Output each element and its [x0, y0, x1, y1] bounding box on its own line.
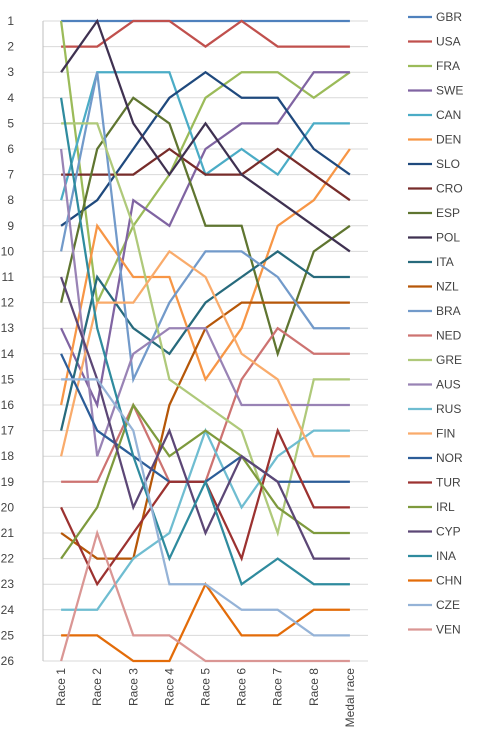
- legend-label-bra: BRA: [436, 304, 461, 318]
- legend-label-cze: CZE: [436, 598, 460, 612]
- y-tick-label: 11: [2, 270, 15, 284]
- legend-label-esp: ESP: [436, 206, 460, 220]
- legend-label-can: CAN: [436, 108, 461, 122]
- legend-label-usa: USA: [436, 35, 461, 49]
- x-axis: Race 1 Race 2 Race 3 Race 4 Race 5 Race 6 Race…: [54, 668, 357, 728]
- y-tick-label: 7: [7, 168, 14, 182]
- legend-label-chn: CHN: [436, 574, 462, 588]
- series-line-swe: [60, 71, 350, 409]
- legend-label-ven: VEN: [436, 623, 461, 637]
- gridlines: [43, 20, 368, 662]
- x-tick-label: Race 2: [90, 668, 104, 706]
- legend-label-irl: IRL: [436, 500, 455, 514]
- y-tick-label: 14: [1, 347, 15, 361]
- series-line-nor: [60, 353, 350, 483]
- series-line-bra: [59, 71, 350, 384]
- legend-label-ita: ITA: [436, 255, 454, 269]
- series-line-chn: [61, 581, 350, 663]
- legend-label-ina: INA: [436, 549, 456, 563]
- legend-label-tur: TUR: [436, 476, 461, 490]
- x-tick-label: Race 4: [162, 668, 176, 706]
- x-tick-label: Race 6: [235, 668, 249, 706]
- legend-label-den: DEN: [436, 133, 461, 147]
- legend-label-nor: NOR: [436, 451, 463, 465]
- y-tick-label: 4: [7, 91, 14, 105]
- y-tick-label: 15: [1, 372, 15, 386]
- series-line-cze: [61, 378, 350, 637]
- y-tick-label: 22: [1, 552, 15, 566]
- legend-label-swe: SWE: [436, 84, 463, 98]
- x-tick-label: Race 5: [199, 668, 213, 706]
- x-tick-label: Race 7: [271, 668, 285, 706]
- y-tick-label: 19: [1, 475, 15, 489]
- y-tick-label: 6: [7, 142, 14, 156]
- y-tick-label: 3: [7, 65, 14, 79]
- x-tick-label: Medal race: [343, 668, 357, 728]
- y-tick-label: 13: [1, 321, 15, 335]
- y-tick-label: 17: [1, 424, 15, 438]
- series-line-fin: [60, 249, 350, 458]
- series-line-fra: [59, 20, 351, 307]
- y-axis: 1234567891011121314151617181920212223242…: [1, 14, 44, 668]
- series-line-usa: [61, 19, 350, 48]
- legend-label-gre: GRE: [436, 353, 462, 367]
- legend-label-fra: FRA: [436, 59, 460, 73]
- y-tick-label: 20: [1, 500, 15, 514]
- legend-label-fin: FIN: [436, 427, 455, 441]
- series-line-pol: [60, 18, 351, 253]
- series-line-cyp: [60, 276, 350, 560]
- x-tick-label: Race 1: [54, 668, 68, 706]
- legend-label-rus: RUS: [436, 402, 461, 416]
- y-tick-label: 5: [7, 116, 14, 130]
- legend-label-slo: SLO: [436, 157, 460, 171]
- y-tick-label: 21: [1, 526, 15, 540]
- y-tick-label: 10: [1, 244, 15, 258]
- y-tick-label: 2: [7, 40, 14, 54]
- legend-label-aus: AUS: [436, 378, 461, 392]
- y-tick-label: 12: [1, 296, 15, 310]
- y-tick-label: 1: [7, 14, 14, 28]
- legend-label-cyp: CYP: [436, 525, 461, 539]
- y-tick-label: 8: [7, 193, 14, 207]
- y-tick-label: 24: [1, 603, 15, 617]
- legend-label-nzl: NZL: [436, 280, 459, 294]
- legend-label-gbr: GBR: [436, 10, 462, 24]
- legend-label-pol: POL: [436, 231, 460, 245]
- y-tick-label: 18: [1, 449, 15, 463]
- series-line-den: [59, 148, 351, 406]
- legend-label-ned: NED: [436, 329, 462, 343]
- series-line-esp: [60, 96, 351, 358]
- series-lines: [59, 18, 351, 663]
- x-tick-label: Race 8: [307, 668, 321, 706]
- y-tick-label: 9: [7, 219, 14, 233]
- series-line-ina: [59, 97, 350, 586]
- y-tick-label: 16: [1, 398, 15, 412]
- y-tick-label: 23: [1, 577, 15, 591]
- series-line-ven: [60, 529, 350, 663]
- legend: GBR USA FRA SWE CAN DEN SLO CRO ESP POL ITA NZL BRA N…: [408, 10, 463, 637]
- y-tick-label: 26: [1, 654, 15, 668]
- x-tick-label: Race 3: [126, 668, 140, 706]
- series-line-ita: [60, 250, 350, 431]
- legend-label-cro: CRO: [436, 182, 463, 196]
- series-line-irl: [60, 402, 350, 560]
- y-tick-label: 25: [1, 628, 15, 642]
